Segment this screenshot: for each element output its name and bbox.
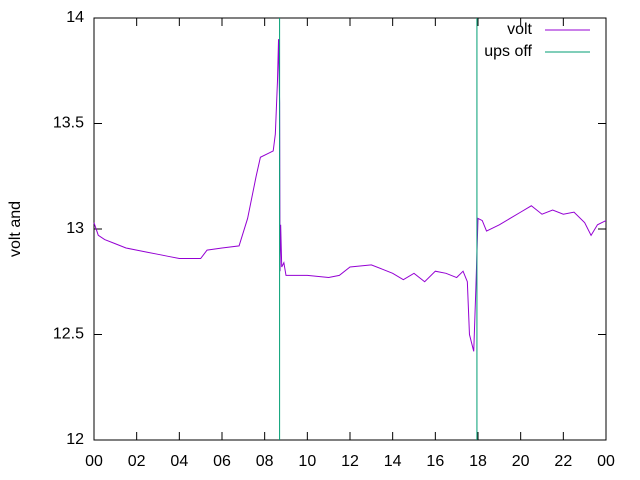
x-tick-label: 04 [170, 453, 188, 470]
x-tick-label: 08 [256, 453, 274, 470]
x-tick-label: 12 [341, 453, 359, 470]
legend-label: volt [507, 21, 532, 38]
x-tick-label: 00 [597, 453, 615, 470]
y-axis-label: volt and [7, 201, 24, 257]
x-tick-label: 02 [128, 453, 146, 470]
x-tick-label: 00 [85, 453, 103, 470]
y-tick-label: 12 [66, 431, 84, 448]
x-tick-label: 16 [426, 453, 444, 470]
volt-line [93, 39, 607, 352]
y-tick-label: 12.5 [53, 326, 84, 343]
x-tick-label: 10 [298, 453, 316, 470]
y-tick-label: 13 [66, 220, 84, 237]
x-tick-label: 06 [213, 453, 231, 470]
y-tick-label: 13.5 [53, 115, 84, 132]
y-tick-label: 14 [66, 9, 84, 26]
x-tick-label: 18 [469, 453, 487, 470]
x-tick-label: 20 [512, 453, 530, 470]
x-tick-label: 14 [384, 453, 402, 470]
plot-border [93, 17, 607, 441]
x-tick-label: 22 [554, 453, 572, 470]
legend-label: ups off [484, 43, 532, 60]
